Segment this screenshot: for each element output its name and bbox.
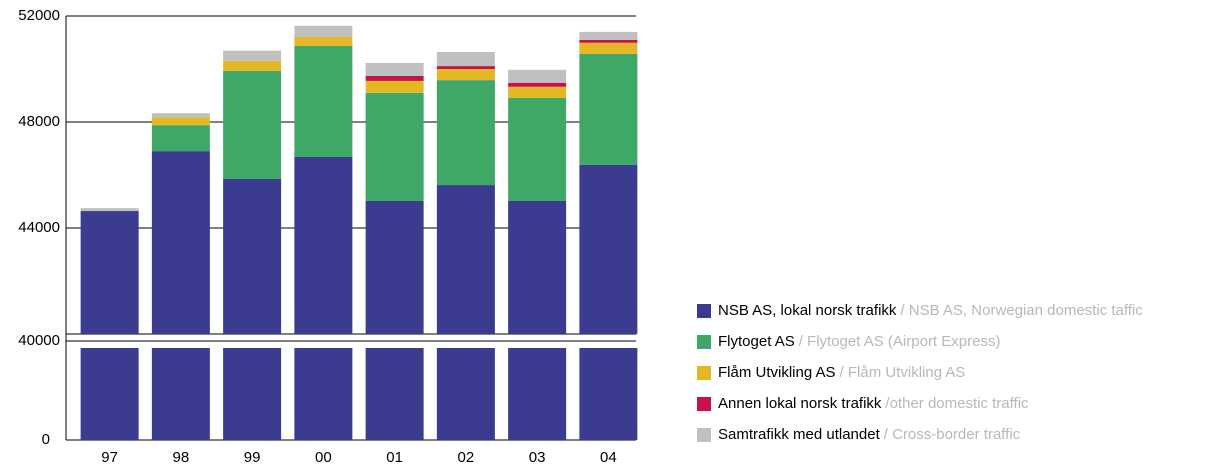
legend-swatch xyxy=(697,304,711,318)
bar-segment xyxy=(508,200,567,334)
x-tick-label: 98 xyxy=(173,449,190,466)
bar-segment xyxy=(365,200,424,334)
legend-swatch xyxy=(697,428,711,442)
bar-lower xyxy=(80,348,139,440)
bar-segment xyxy=(365,92,424,201)
bar-segment xyxy=(579,39,638,43)
legend-name: Annen lokal norsk trafikk xyxy=(718,395,882,412)
legend-translation: / Flytoget AS (Airport Express) xyxy=(799,333,1001,350)
x-tick-label: 02 xyxy=(458,449,475,466)
bar-segment xyxy=(365,80,424,93)
y-tick-label: 48000 xyxy=(18,113,60,130)
legend-name: NSB AS, lokal norsk trafikk xyxy=(718,302,897,319)
x-tick-label: 97 xyxy=(101,449,118,466)
bar-segment xyxy=(436,52,495,67)
legend-translation: / Flåm Utvikling AS xyxy=(840,364,966,381)
x-tick-label: 99 xyxy=(244,449,261,466)
y-tick-label: 0 xyxy=(42,431,50,448)
bar-segment xyxy=(508,82,567,87)
legend-label: NSB AS, lokal norsk trafikk / NSB AS, Nor… xyxy=(718,302,1143,319)
bar-segment xyxy=(436,66,495,69)
legend-label: Flytoget AS / Flytoget AS (Airport Expres… xyxy=(718,333,1000,350)
legend-swatch xyxy=(697,397,711,411)
bar-lower xyxy=(223,348,282,440)
bar-segment xyxy=(151,113,210,118)
bar-segment xyxy=(223,178,282,334)
bar-segment xyxy=(151,151,210,334)
legend-translation: / Cross-border traffic xyxy=(884,426,1021,443)
bar-segment xyxy=(223,70,282,179)
bar-lower xyxy=(579,348,638,440)
bar-segment xyxy=(294,36,353,46)
bar-segment xyxy=(436,80,495,186)
x-tick-label: 00 xyxy=(315,449,332,466)
bar-lower xyxy=(508,348,567,440)
bar-segment xyxy=(579,31,638,40)
legend-name: Flytoget AS xyxy=(718,333,795,350)
bar-segment xyxy=(223,60,282,71)
y-tick-label: 52000 xyxy=(18,7,60,24)
bar-segment xyxy=(365,62,424,76)
legend-swatch xyxy=(697,335,711,349)
bar-segment xyxy=(579,42,638,54)
bar-lower xyxy=(294,348,353,440)
x-tick-label: 01 xyxy=(386,449,403,466)
bar-segment xyxy=(508,69,567,83)
legend-translation: / NSB AS, Norwegian domestic taffic xyxy=(900,302,1143,319)
legend-name: Flåm Utvikling AS xyxy=(718,364,836,381)
x-tick-label: 03 xyxy=(529,449,546,466)
bar-lower xyxy=(365,348,424,440)
legend-swatch xyxy=(697,366,711,380)
bar-segment xyxy=(579,164,638,334)
legend-label: Flåm Utvikling AS / Flåm Utvikling AS xyxy=(718,364,965,381)
bar-segment xyxy=(579,53,638,165)
bar-segment xyxy=(80,211,139,334)
bar-segment xyxy=(294,25,353,37)
bar-lower xyxy=(151,348,210,440)
bar-segment xyxy=(151,125,210,152)
legend-label: Annen lokal norsk trafikk/other domestic… xyxy=(718,395,1029,412)
bar-segment xyxy=(508,97,567,201)
bar-segment xyxy=(436,69,495,81)
legend-translation: /other domestic traffic xyxy=(885,395,1029,412)
bar-segment xyxy=(294,45,353,157)
bar-segment xyxy=(294,156,353,334)
bar-segment xyxy=(80,208,139,212)
bar-lower xyxy=(436,348,495,440)
legend-label: Samtrafikk med utlandet / Cross-border tr… xyxy=(718,426,1021,443)
bar-segment xyxy=(436,185,495,334)
bar-segment xyxy=(508,86,567,98)
bar-segment xyxy=(365,75,424,81)
y-tick-label: 44000 xyxy=(18,219,60,236)
x-tick-label: 04 xyxy=(600,449,617,466)
y-tick-label: 40000 xyxy=(18,332,60,349)
legend-name: Samtrafikk med utlandet xyxy=(718,426,881,443)
bar-segment xyxy=(223,50,282,61)
bar-segment xyxy=(151,117,210,126)
